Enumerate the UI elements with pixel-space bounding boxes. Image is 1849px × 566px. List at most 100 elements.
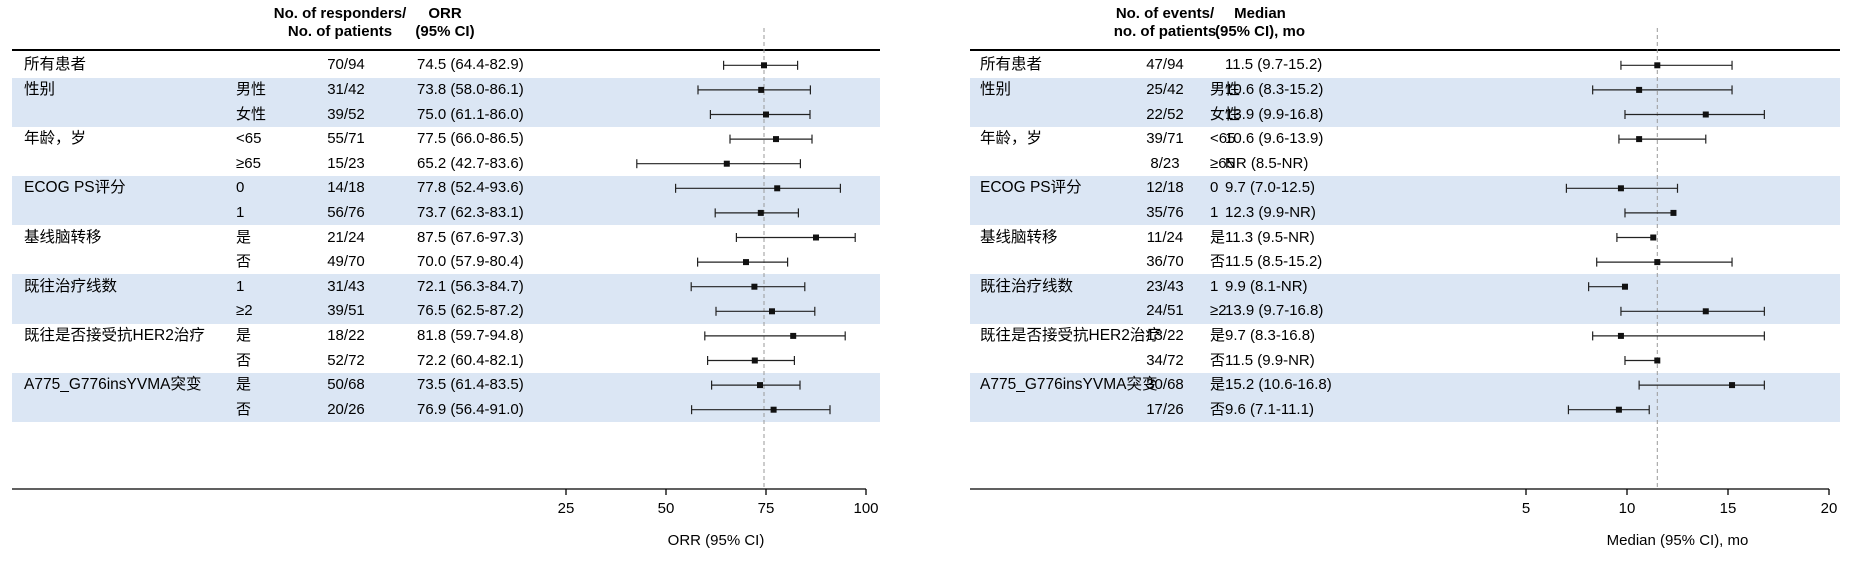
estimate-value: 76.9 (56.4-91.0): [417, 400, 524, 418]
point-estimate-marker: [1702, 308, 1709, 315]
point-estimate-marker: [1654, 259, 1661, 266]
point-estimate-marker: [1636, 86, 1643, 93]
estimate-value: 11.5 (9.9-NR): [1225, 351, 1315, 369]
subcategory-label: 否: [236, 351, 252, 369]
x-tick-label: 15: [1720, 500, 1737, 517]
count-column-header: No. of events/ no. of patients: [1113, 5, 1217, 40]
point-estimate-marker: [790, 332, 797, 339]
count-value: 23/43: [1146, 277, 1184, 295]
count-column-header: No. of responders/ No. of patients: [273, 5, 407, 40]
count-value: 30/68: [1146, 376, 1184, 394]
estimate-value: 65.2 (42.7-83.6): [417, 154, 524, 172]
point-estimate-marker: [1617, 185, 1624, 192]
point-estimate-marker: [1621, 283, 1628, 290]
subcategory-label: 否: [236, 253, 252, 271]
group-band: [970, 372, 1840, 422]
count-value: 14/18: [327, 179, 365, 197]
point-estimate-marker: [773, 136, 779, 143]
estimate-value: 73.5 (61.4-83.5): [417, 376, 524, 394]
estimate-value: 10.6 (9.6-13.9): [1225, 130, 1324, 148]
estimate-value: 77.8 (52.4-93.6): [417, 179, 524, 197]
subcategory-label: 否: [1210, 351, 1226, 369]
estimate-value: 9.9 (8.1-NR): [1225, 277, 1308, 295]
point-estimate-marker: [1615, 406, 1622, 413]
count-value: 24/51: [1146, 302, 1184, 320]
subcategory-label: 1: [236, 277, 245, 295]
estimate-value: 11.5 (8.5-15.2): [1225, 253, 1323, 271]
count-value: 15/23: [327, 154, 365, 172]
count-value: 36/70: [1146, 253, 1184, 271]
estimate-value: 72.1 (56.3-84.7): [417, 277, 524, 295]
estimate-value: 73.8 (58.0-86.1): [417, 80, 524, 98]
point-estimate-marker: [774, 185, 781, 192]
count-value: 13/22: [1146, 326, 1184, 344]
count-value: 20/26: [327, 400, 365, 418]
subgroup-label: ECOG PS评分: [24, 179, 126, 197]
subcategory-label: 1: [1210, 277, 1219, 295]
subgroup-label: 年龄，岁: [980, 130, 1043, 148]
subgroup-label: 性别: [980, 80, 1012, 98]
estimate-value: 11.3 (9.5-NR): [1225, 228, 1315, 246]
point-estimate-marker: [813, 234, 819, 241]
x-tick-label: 10: [1619, 500, 1636, 517]
count-value: 39/51: [327, 302, 365, 320]
estimate-value: 9.7 (7.0-12.5): [1225, 179, 1316, 197]
estimate-value: 12.3 (9.9-NR): [1225, 203, 1316, 221]
point-estimate-marker: [770, 406, 777, 413]
estimate-value: 76.5 (62.5-87.2): [417, 302, 524, 320]
point-estimate-marker: [761, 62, 767, 69]
point-estimate-marker: [758, 86, 765, 93]
subgroup-label: 所有患者: [980, 56, 1043, 74]
point-estimate-marker: [1636, 136, 1643, 143]
subgroup-label: 既往治疗线数: [980, 277, 1074, 295]
estimate-value: 74.5 (64.4-82.9): [417, 56, 524, 74]
subcategory-label: 是: [1210, 326, 1226, 344]
estimate-value: 13.9 (9.9-16.8): [1225, 105, 1324, 123]
subcategory-label: 1: [1210, 203, 1219, 221]
count-value: 47/94: [1146, 56, 1184, 74]
group-band: [12, 372, 880, 422]
count-value: 22/52: [1146, 105, 1184, 123]
subcategory-label: ≥2: [236, 302, 253, 320]
subgroup-label: 基线脑转移: [24, 228, 102, 246]
subgroup-label: 既往是否接受抗HER2治疗: [24, 326, 205, 344]
subcategory-label: 1: [236, 203, 245, 221]
subcategory-label: 0: [1210, 179, 1219, 197]
count-value: 21/24: [327, 228, 365, 246]
estimate-value: 77.5 (66.0-86.5): [417, 130, 524, 148]
subcategory-label: 男性: [1210, 80, 1241, 98]
subcategory-label: 是: [1210, 228, 1226, 246]
point-estimate-marker: [1617, 332, 1624, 339]
subcategory-label: ≥65: [1210, 154, 1235, 172]
group-band: [970, 274, 1840, 324]
group-band: [12, 77, 880, 127]
subcategory-label: ≥2: [1210, 302, 1227, 320]
group-band: [970, 77, 1840, 127]
estimate-value: 75.0 (61.1-86.0): [417, 105, 524, 123]
subgroup-label: 性别: [24, 80, 56, 98]
subgroup-label: 基线脑转移: [980, 228, 1058, 246]
estimate-value: 87.5 (67.6-97.3): [417, 228, 524, 246]
x-axis-title: ORR (95% CI): [668, 532, 765, 549]
point-estimate-marker: [757, 209, 764, 216]
count-value: 17/26: [1146, 400, 1184, 418]
estimate-value: 11.5 (9.7-15.2): [1225, 56, 1323, 74]
point-estimate-marker: [1654, 357, 1661, 364]
subcategory-label: 否: [1210, 400, 1226, 418]
estimate-value: 73.7 (62.3-83.1): [417, 203, 524, 221]
point-estimate-marker: [743, 259, 749, 266]
point-estimate-marker: [763, 111, 769, 118]
subcategory-label: 女性: [1210, 105, 1241, 123]
point-estimate-marker: [757, 382, 763, 389]
subcategory-label: 是: [236, 228, 252, 246]
estimate-value: NR (8.5-NR): [1225, 154, 1309, 172]
median-forest-panel: No. of events/ no. of patients Median (95…: [960, 0, 1849, 566]
count-value: 55/71: [327, 130, 365, 148]
subgroup-label: A775_G776insYVMA突变: [24, 376, 202, 394]
point-estimate-marker: [1670, 209, 1677, 216]
subcategory-label: 男性: [236, 80, 267, 98]
count-value: 31/42: [327, 80, 365, 98]
estimate-value: 81.8 (59.7-94.8): [417, 326, 524, 344]
estimate-value: 15.2 (10.6-16.8): [1225, 376, 1332, 394]
subgroup-label: A775_G776insYVMA突变: [980, 376, 1158, 394]
